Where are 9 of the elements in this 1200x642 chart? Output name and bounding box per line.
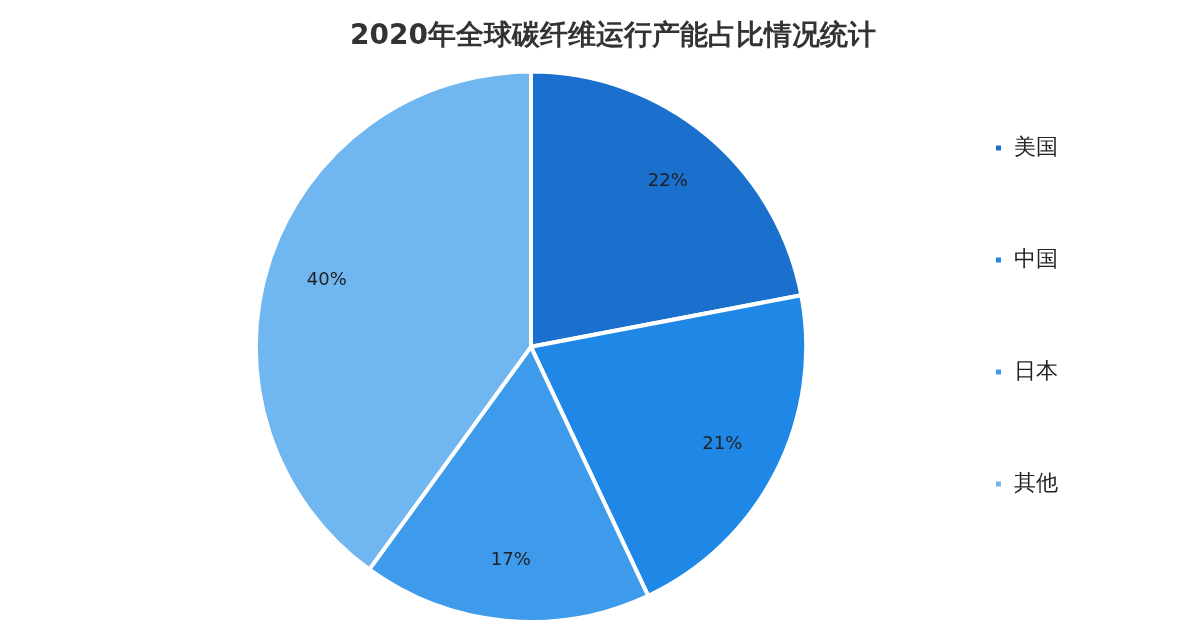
legend-label: 其他: [1014, 469, 1058, 495]
legend-label: 日本: [1014, 357, 1058, 383]
legend-label: 中国: [1014, 245, 1058, 271]
chart-title: 2020年全球碳纤维运行产能占比情况统计: [350, 18, 876, 52]
data-label: 40%: [306, 268, 347, 290]
data-label: 22%: [647, 169, 688, 191]
legend-label: 美国: [1014, 133, 1058, 159]
data-label: 17%: [490, 548, 531, 570]
data-label: 21%: [702, 431, 743, 453]
